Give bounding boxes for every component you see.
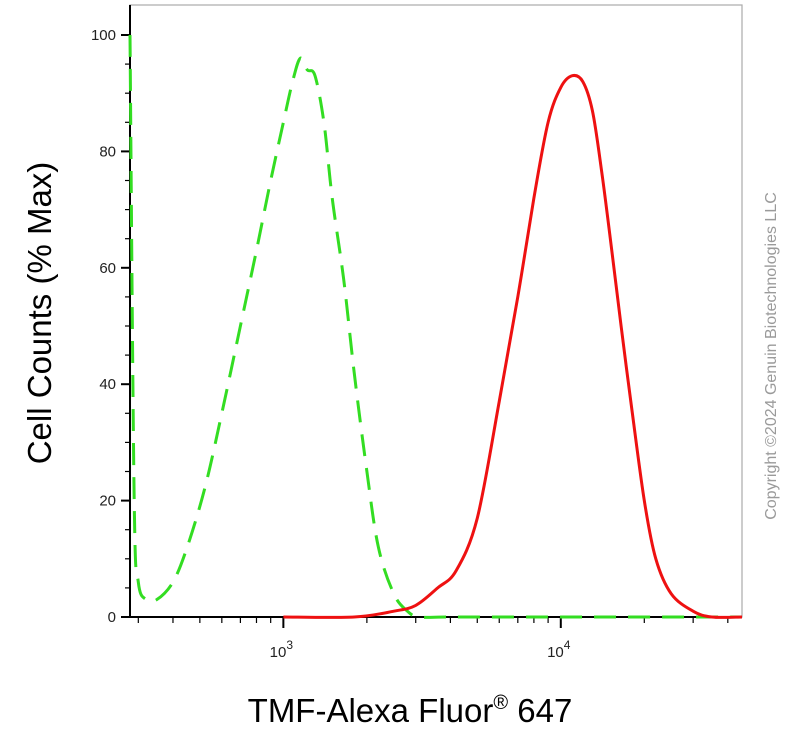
x-axis-ticks: 103104105	[137, 617, 729, 661]
x-axis-title-superscript: ®	[493, 692, 508, 714]
plot-frame	[129, 4, 743, 618]
y-tick-label: 100	[91, 27, 116, 44]
y-tick-label: 0	[108, 609, 116, 626]
x-axis-title-main: TMF-Alexa Fluor	[248, 692, 494, 729]
y-tick-label: 80	[99, 143, 116, 160]
series-line-1	[128, 34, 742, 619]
y-tick-label: 20	[99, 493, 116, 510]
y-tick-label: 40	[99, 376, 116, 393]
x-tick-label: 103	[270, 638, 294, 661]
x-axis-title: TMF-Alexa Fluor® 647	[248, 692, 573, 729]
series-layer	[128, 34, 743, 619]
y-axis-ticks: 0 20 40 60 80 100	[91, 27, 130, 626]
series-line-2	[283, 73, 743, 619]
x-axis-title-suffix: 647	[508, 692, 572, 729]
y-tick-label: 60	[99, 260, 116, 277]
y-axis-title: Cell Counts (% Max)	[21, 162, 58, 465]
x-tick-label: 104	[547, 638, 571, 661]
copyright-text: Copyright ©2024 Genuin Biotechnologies L…	[763, 192, 780, 520]
